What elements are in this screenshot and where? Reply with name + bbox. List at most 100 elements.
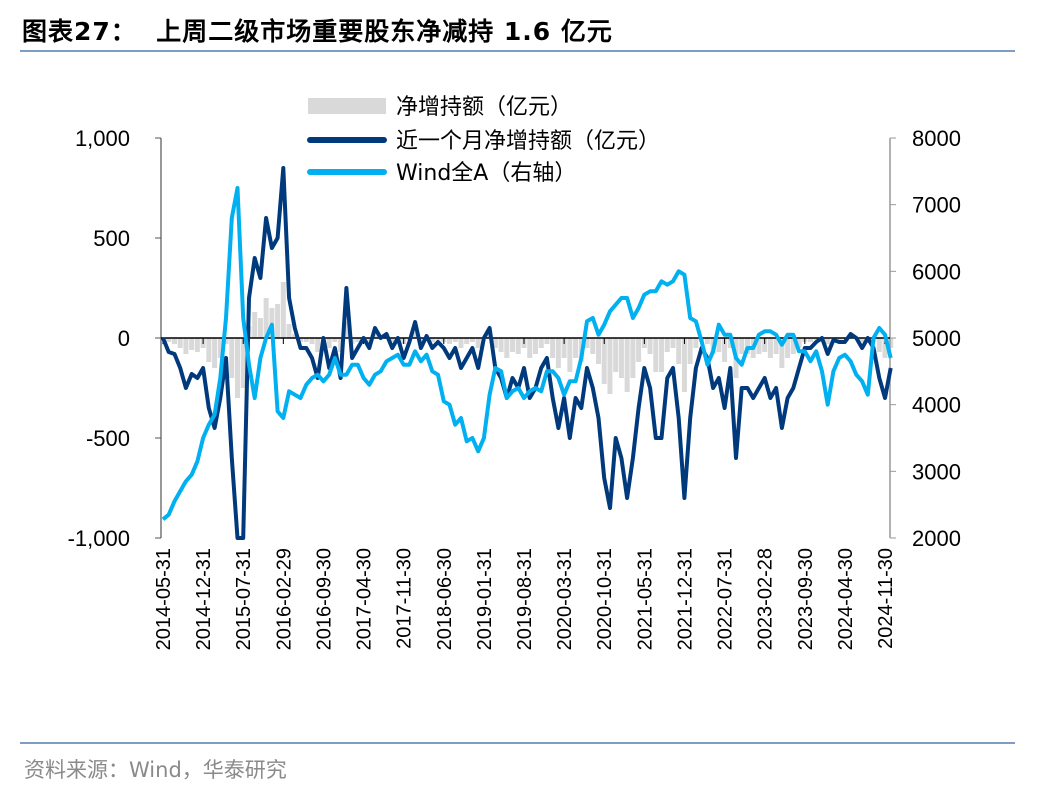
bar (234, 338, 240, 398)
bar (217, 338, 223, 358)
bar (332, 338, 338, 342)
bar (584, 338, 590, 348)
bar (767, 338, 773, 358)
bar (813, 338, 819, 340)
bar (206, 338, 212, 362)
bar (624, 338, 630, 392)
bar (762, 338, 768, 352)
source-note: 资料来源：Wind，华泰研究 (24, 758, 287, 782)
right-tick-label: 5000 (912, 326, 961, 351)
bar (590, 338, 596, 354)
left-tick-label: 1,000 (75, 126, 130, 151)
bar (298, 338, 304, 342)
right-tick-label: 7000 (912, 193, 961, 218)
bar (538, 338, 544, 348)
bar (292, 334, 298, 338)
x-tick-label: 2019-08-31 (514, 548, 536, 650)
bar (303, 338, 309, 342)
bar (343, 322, 349, 338)
legend: 净增持额（亿元） 近一个月净增持额（亿元） Wind全A（右轴） (307, 95, 660, 186)
bar (659, 338, 665, 372)
bar (263, 298, 269, 338)
bar (722, 338, 728, 362)
bar (240, 338, 246, 388)
line-monthly-net-increase (161, 166, 893, 540)
legend-label-bars: 净增持额（亿元） (396, 95, 572, 120)
bar (469, 338, 475, 342)
legend-swatch-bars (308, 98, 386, 114)
line-series (161, 166, 893, 540)
bar (693, 338, 699, 348)
bar (257, 318, 263, 338)
x-tick-label: 2024-04-30 (835, 548, 857, 650)
bar (286, 324, 292, 338)
title-divider (20, 50, 1015, 52)
x-tick-label: 2019-01-31 (474, 548, 496, 650)
bar (309, 338, 315, 344)
x-tick-label: 2021-05-31 (634, 548, 656, 650)
bar (882, 338, 888, 358)
x-tick-label: 2016-09-30 (313, 548, 335, 650)
bar (796, 338, 802, 348)
right-tick-label: 2000 (912, 526, 961, 551)
chart-title: 图表27： 上周二级市场重要股东净减持 1.6 亿元 (22, 17, 613, 46)
bar (836, 338, 842, 340)
bar (366, 338, 372, 342)
x-tick-label: 2014-12-31 (193, 548, 215, 650)
bar (355, 338, 361, 342)
bar (653, 338, 659, 372)
bar (825, 338, 831, 344)
x-tick-label: 2022-07-31 (715, 548, 737, 650)
bar (464, 338, 470, 344)
bar (177, 338, 183, 348)
x-tick-label: 2014-05-31 (153, 548, 175, 650)
x-tick-label: 2020-03-31 (554, 548, 576, 650)
bar (647, 338, 653, 354)
bar (756, 338, 762, 354)
bar (315, 338, 321, 352)
bar (252, 312, 258, 338)
left-tick-label: -500 (86, 426, 130, 451)
bar (785, 338, 791, 358)
bar (561, 338, 567, 358)
bar (212, 338, 218, 368)
bar (744, 338, 750, 354)
legend-label-winda: Wind全A（右轴） (396, 161, 576, 186)
bar (223, 338, 229, 344)
bar (773, 338, 779, 354)
left-tick-label: 0 (118, 326, 130, 351)
bar (475, 338, 481, 348)
bar (567, 338, 573, 372)
x-tick-label: 2015-07-31 (233, 548, 255, 650)
bar (550, 338, 556, 358)
bar (779, 338, 785, 368)
bar (504, 338, 510, 358)
bar (194, 338, 200, 352)
bar (532, 338, 538, 354)
right-tick-label: 6000 (912, 259, 961, 284)
bar (595, 338, 601, 364)
bar (613, 338, 619, 372)
bar (670, 338, 676, 348)
bar (601, 338, 607, 384)
left-tick-label: 500 (93, 226, 130, 251)
bar (372, 334, 378, 338)
bar (681, 338, 687, 392)
bar (716, 338, 722, 352)
bar (171, 338, 177, 344)
bar (166, 338, 172, 342)
right-tick-label: 3000 (912, 459, 961, 484)
x-tick-label: 2023-09-30 (795, 548, 817, 650)
right-tick-label: 8000 (912, 126, 961, 151)
bar (458, 338, 464, 348)
tick-labels: 1,0005000-500-1,000800070006000500040003… (68, 126, 961, 650)
x-tick-label: 2023-02-28 (755, 548, 777, 650)
bar (229, 338, 235, 378)
bar (687, 338, 693, 364)
bar (389, 338, 395, 342)
line-wind-all-a (161, 186, 893, 521)
footer-divider (20, 742, 1015, 744)
x-tick-label: 2016-02-29 (273, 548, 295, 650)
bar (510, 338, 516, 352)
bar (664, 338, 670, 352)
